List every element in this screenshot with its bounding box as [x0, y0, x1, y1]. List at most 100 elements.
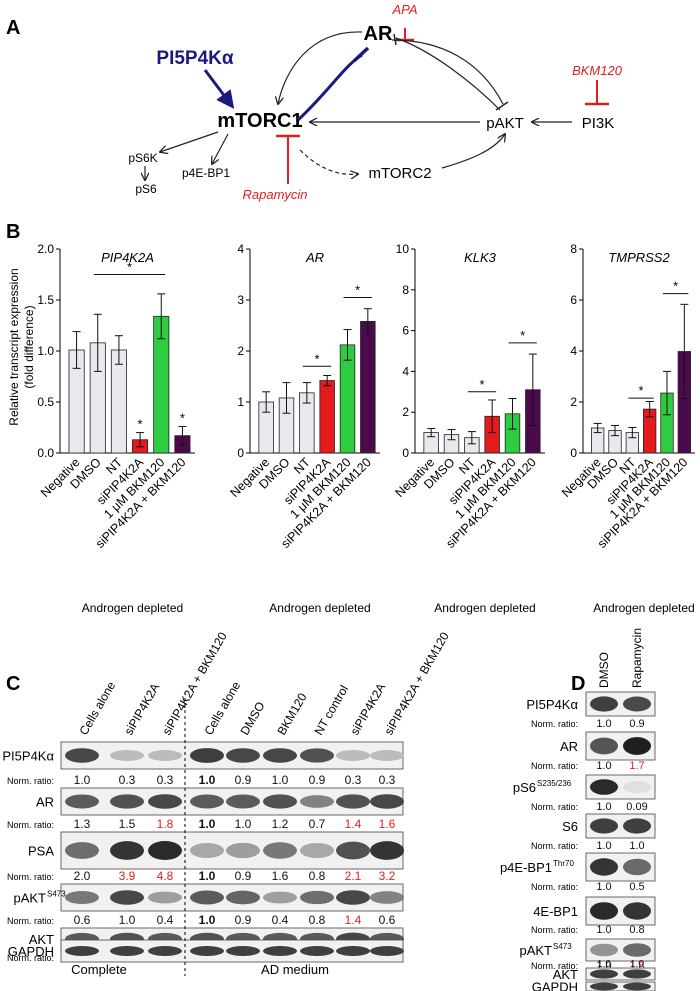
- ps6-label: pS6: [135, 182, 157, 196]
- blot-band: [110, 946, 144, 956]
- group-label-ad-medium: AD medium: [261, 962, 329, 977]
- significance-star: *: [479, 377, 484, 392]
- norm-ratio-value: 0.5: [629, 881, 644, 893]
- norm-ratio-value: 1.5: [119, 817, 136, 831]
- blot-row: p4E-BP1 Thr70 Norm. ratio: 1.0 0.5: [500, 852, 656, 893]
- mtorc1-to-mtorc2-arrow: [299, 149, 358, 174]
- norm-ratio-value: 0.9: [235, 869, 252, 883]
- blot-row: GAPDH: [8, 939, 404, 963]
- pakt-label: pAKT: [486, 115, 524, 132]
- pakt-to-ar-line: [395, 37, 501, 111]
- norm-ratio-label: Norm. ratio:: [531, 761, 578, 771]
- norm-ratio-value: 0.3: [379, 773, 396, 787]
- pakt-to-ar-bar: [393, 33, 397, 46]
- y-tick-label: 1: [237, 395, 244, 409]
- norm-ratio-label: Norm. ratio:: [531, 961, 578, 971]
- blot-band: [336, 750, 370, 761]
- blot-band: [300, 946, 334, 956]
- norm-ratio-value: 1.0: [74, 773, 91, 787]
- norm-ratio-value: 1.0: [596, 881, 611, 893]
- blot-band: [370, 891, 404, 904]
- blot-row-label: GAPDH: [8, 944, 54, 959]
- norm-ratio-value: 1.0: [596, 840, 611, 852]
- blot-band: [336, 946, 370, 956]
- blot-band: [590, 818, 618, 834]
- pi5p4k-activation-arrow: [203, 69, 235, 109]
- y-tick-label: 4: [237, 242, 244, 256]
- blot-band: [263, 891, 297, 904]
- norm-ratio-value: 1.0: [119, 913, 136, 927]
- blot-band: [190, 890, 224, 905]
- blot-row-label: AR: [36, 795, 54, 810]
- norm-ratio-label: Norm. ratio:: [7, 776, 54, 786]
- group-label: Androgen depleted: [82, 601, 183, 615]
- bar: [360, 321, 376, 454]
- norm-ratio-value: 1.0: [596, 718, 611, 730]
- blot-band: [148, 891, 182, 904]
- blot-band: [110, 794, 144, 809]
- norm-ratio-value: 1.0: [199, 913, 216, 927]
- y-tick-label: 0: [570, 446, 577, 460]
- blot-row-label-sup: Thr70: [553, 859, 574, 868]
- blot-band: [623, 902, 651, 920]
- blot-row-label: S6: [562, 819, 578, 834]
- blot-band: [226, 890, 260, 905]
- blot-band: [190, 842, 224, 859]
- norm-ratio-value: 3.2: [379, 869, 396, 883]
- y-axis-label-line2: (fold difference): [22, 305, 36, 388]
- norm-ratio-label: Norm. ratio:: [531, 882, 578, 892]
- y-tick-label: 0.5: [37, 395, 54, 409]
- blot-row-label: AKT: [29, 932, 54, 947]
- blot-column-label: Cells alone: [76, 679, 118, 738]
- blot-row-label: PSA: [28, 844, 54, 859]
- norm-ratio-label: Norm. ratio:: [531, 719, 578, 729]
- significance-star: *: [520, 328, 525, 343]
- norm-ratio-label: Norm. ratio:: [7, 916, 54, 926]
- y-tick-label: 4: [570, 344, 577, 358]
- blot-column-label: DMSO: [597, 652, 611, 688]
- rapamycin-label: Rapamycin: [242, 187, 307, 202]
- norm-ratio-value: 0.4: [272, 913, 289, 927]
- pi3k-label: PI3K: [582, 115, 615, 132]
- blot-band: [300, 890, 334, 905]
- mtorc2-label: mTORC2: [368, 165, 431, 182]
- norm-ratio-value: 0.09: [626, 801, 647, 813]
- blot-band: [300, 748, 334, 763]
- blot-row: AR Norm. ratio: 1.3 1.5 1.8 1.0 1.0 1.2 0.7 1.4 1.…: [7, 787, 404, 831]
- blot-row: GAPDH: [532, 980, 656, 991]
- blot-band: [65, 946, 99, 956]
- y-tick-label: 6: [402, 324, 409, 338]
- chart-title: AR: [305, 250, 324, 265]
- chart-title: PIP4K2A: [101, 250, 154, 265]
- blot-band: [623, 858, 651, 876]
- norm-ratio-value: 2.1: [345, 869, 362, 883]
- y-tick-label: 0: [402, 446, 409, 460]
- blot-band: [590, 779, 618, 795]
- norm-ratio-value: 1.0: [596, 760, 611, 772]
- y-tick-label: 2.0: [37, 242, 54, 256]
- y-tick-label: 3: [237, 293, 244, 307]
- group-label: Androgen depleted: [434, 601, 535, 615]
- bar: [339, 344, 356, 454]
- blot-band: [370, 750, 404, 761]
- blot-band: [590, 982, 618, 991]
- norm-ratio-label: Norm. ratio:: [7, 953, 54, 963]
- y-tick-label: 1.5: [37, 293, 54, 307]
- norm-ratio-value: 1.6: [272, 869, 289, 883]
- norm-ratio-value: 1.4: [345, 817, 362, 831]
- blot-row-label-sup: S235/236: [537, 779, 572, 788]
- blot-band: [148, 794, 182, 809]
- bar: [110, 349, 127, 454]
- y-tick-label: 0.0: [37, 446, 54, 460]
- y-tick-label: 6: [570, 293, 577, 307]
- group-label: Androgen depleted: [269, 601, 370, 615]
- norm-ratio-value: 1.0: [199, 869, 216, 883]
- norm-ratio-value: 1.0: [629, 840, 644, 852]
- blot-band: [226, 946, 260, 956]
- panel-b: B Relative transcript expression (fold d…: [6, 221, 695, 615]
- ar-label: AR: [364, 23, 393, 45]
- blot-band: [623, 969, 651, 979]
